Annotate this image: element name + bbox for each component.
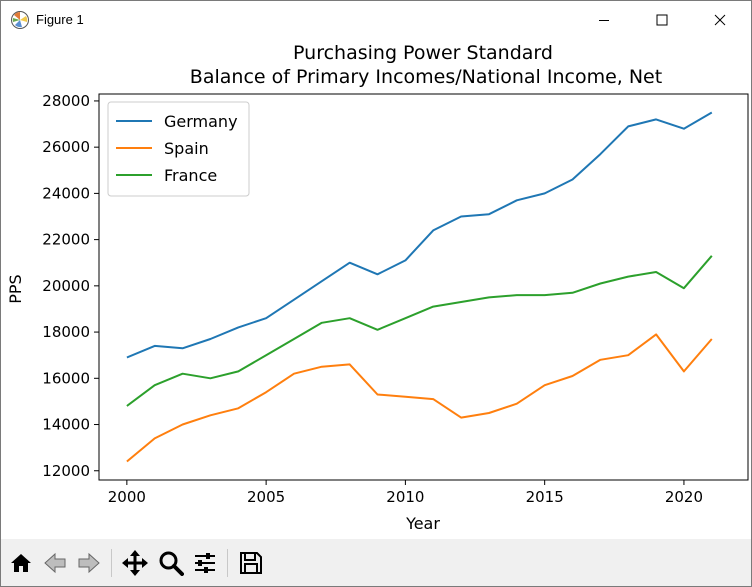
legend-label: Germany — [164, 112, 238, 131]
maximize-icon — [656, 14, 668, 26]
navigation-toolbar — [1, 539, 751, 586]
y-tick-label: 28000 — [42, 92, 90, 110]
series-line-germany — [126, 111, 713, 359]
maximize-button[interactable] — [633, 1, 691, 39]
y-tick-label: 24000 — [42, 184, 90, 202]
minimize-icon — [599, 20, 609, 21]
series-line-france — [126, 255, 713, 407]
forward-arrow-icon — [78, 552, 100, 574]
close-icon — [714, 14, 726, 26]
series-line-spain — [126, 333, 713, 463]
y-tick-label: 16000 — [42, 369, 90, 387]
back-button[interactable] — [39, 547, 71, 579]
chart-subtitle: Balance of Primary Incomes/National Inco… — [190, 66, 662, 88]
magnifier-icon — [159, 551, 184, 576]
y-tick-label: 22000 — [42, 231, 90, 249]
y-axis-label: PPS — [6, 274, 25, 303]
pan-arrows-icon — [122, 550, 148, 576]
configure-subplots-button[interactable] — [189, 547, 221, 579]
y-tick-label: 14000 — [42, 416, 90, 434]
close-button[interactable] — [691, 1, 749, 39]
x-tick-label: 2000 — [108, 488, 146, 506]
plot-lines — [126, 111, 713, 463]
x-axis-label: Year — [405, 514, 440, 533]
save-button[interactable] — [235, 547, 267, 579]
home-icon — [11, 554, 31, 572]
x-tick-label: 2015 — [526, 488, 564, 506]
x-tick-label: 2005 — [247, 488, 285, 506]
title-bar: Figure 1 — [1, 1, 751, 39]
chart-title: Purchasing Power Standard — [293, 42, 553, 64]
axis-ticks: 2000 2005 2010 2015 2020 12000 14000 16000 18000… — [42, 92, 703, 506]
y-tick-label: 20000 — [42, 277, 90, 295]
y-tick-label: 18000 — [42, 323, 90, 341]
toolbar-separator — [111, 549, 112, 577]
window-title: Figure 1 — [36, 12, 84, 27]
back-arrow-icon — [44, 552, 66, 574]
legend: Germany Spain France — [107, 101, 250, 197]
y-tick-label: 12000 — [42, 462, 90, 480]
line-chart: Purchasing Power Standard Balance of Pri… — [6, 42, 749, 533]
figure-canvas: Purchasing Power Standard Balance of Pri… — [1, 39, 751, 539]
sliders-icon — [195, 553, 215, 573]
toolbar-separator — [227, 549, 228, 577]
matplotlib-logo-icon — [10, 10, 30, 30]
minimize-button[interactable] — [575, 1, 633, 39]
zoom-button[interactable] — [155, 547, 187, 579]
floppy-disk-icon — [240, 552, 262, 574]
x-tick-label: 2020 — [665, 488, 703, 506]
legend-label: Spain — [164, 139, 209, 158]
forward-button[interactable] — [73, 547, 105, 579]
axes-frame — [98, 93, 749, 481]
y-tick-label: 26000 — [42, 138, 90, 156]
legend-label: France — [164, 166, 217, 185]
x-tick-label: 2010 — [386, 488, 424, 506]
legend-box — [107, 101, 250, 197]
home-button[interactable] — [5, 547, 37, 579]
pan-button[interactable] — [119, 547, 151, 579]
